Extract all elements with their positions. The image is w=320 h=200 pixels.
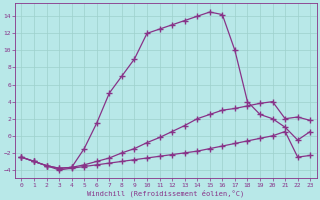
X-axis label: Windchill (Refroidissement éolien,°C): Windchill (Refroidissement éolien,°C)	[87, 189, 244, 197]
